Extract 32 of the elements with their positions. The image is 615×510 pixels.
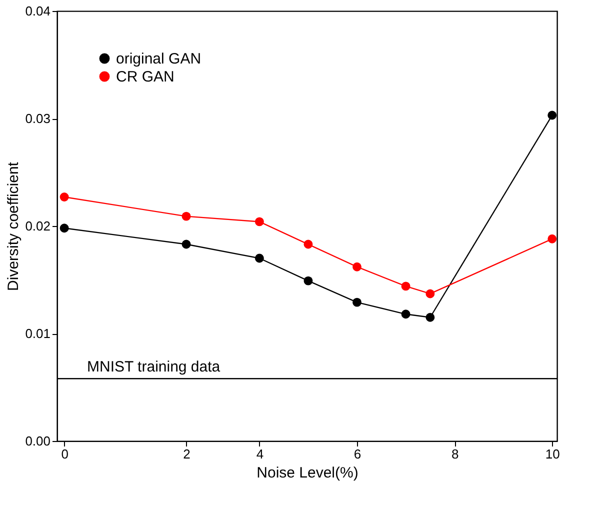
point [426, 312, 435, 322]
x-tick-label: 0 [61, 446, 68, 462]
y-tick-label: 0.04 [25, 4, 50, 18]
x-tick-label: 2 [183, 446, 190, 462]
y-tick-label: 0.01 [25, 326, 50, 341]
point [60, 224, 69, 233]
y-tick-label: 0.03 [25, 111, 50, 126]
point [254, 217, 264, 226]
ref-line-label: MNIST training data [87, 358, 221, 376]
point [401, 282, 410, 291]
point [352, 298, 362, 307]
point [352, 262, 362, 272]
x-tick-label: 10 [545, 446, 560, 462]
point [304, 240, 313, 249]
point [182, 212, 191, 221]
x-tick-label: 8 [451, 446, 459, 462]
legend-label: CR GAN [116, 68, 174, 86]
y-tick-label: 0.00 [25, 434, 50, 448]
point [548, 234, 557, 244]
y-tick-label: 0.02 [25, 218, 50, 234]
x-axis-title: Noise Level(%) [256, 464, 358, 482]
point [304, 276, 313, 286]
point [60, 192, 69, 202]
legend-label: original GAN [116, 50, 202, 68]
point [254, 254, 264, 263]
x-tick-label: 6 [354, 446, 362, 462]
x-tick-label: 4 [256, 446, 264, 462]
point [182, 240, 191, 249]
point [401, 310, 410, 319]
point [548, 110, 557, 120]
y-axis-title: Diversity coefficient [5, 161, 22, 291]
point [426, 289, 435, 298]
